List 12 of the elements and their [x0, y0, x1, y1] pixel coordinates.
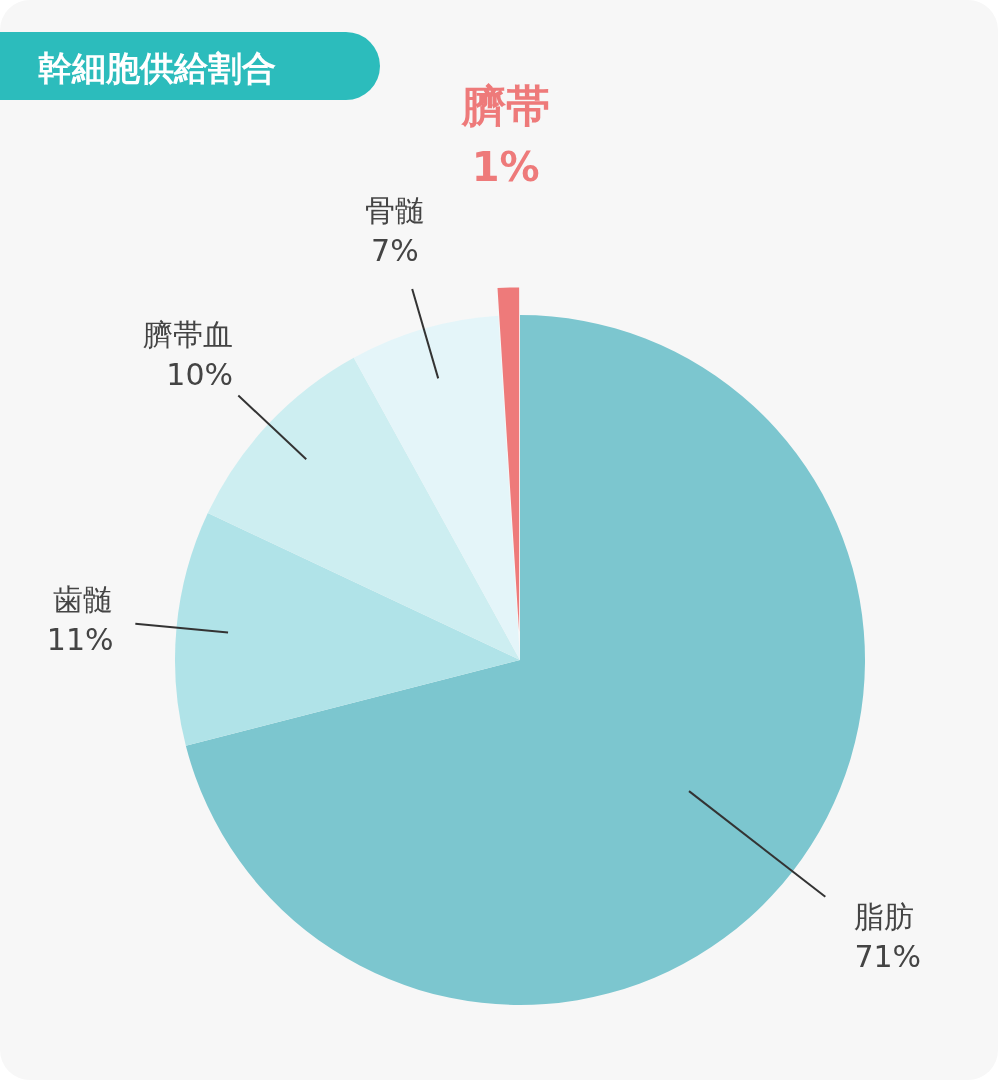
- data-label: 10%: [166, 356, 234, 392]
- data-label: 11%: [46, 621, 114, 657]
- data-label: 71%: [854, 938, 922, 974]
- slice-label: 歯髄: [53, 581, 114, 617]
- data-label: 7%: [371, 233, 419, 269]
- chart-title: 幹細胞供給割合: [38, 48, 276, 88]
- slice-label: 臍帯: [460, 80, 550, 132]
- title: 幹細胞供給割合: [0, 32, 380, 100]
- data-label: 1%: [471, 144, 540, 191]
- slice-label: 骨髄: [364, 193, 425, 229]
- slice-label: 脂肪: [854, 898, 915, 934]
- slice-label: 臍帯血: [143, 316, 234, 352]
